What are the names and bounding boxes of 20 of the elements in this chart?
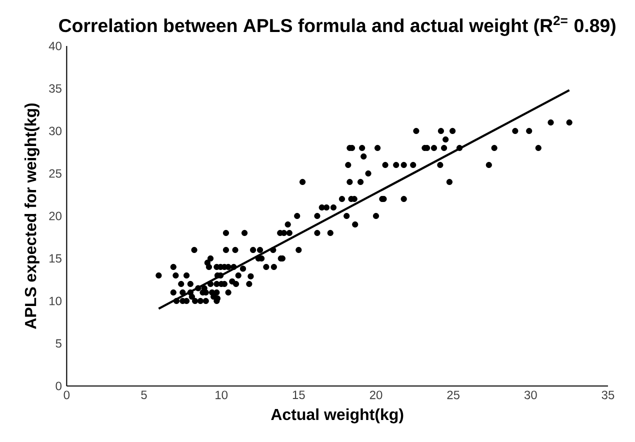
y-tick-label: 5 <box>56 339 62 348</box>
x-tick-label: 35 <box>602 390 614 400</box>
y-axis-title: APLS expected for weight(kg) <box>24 103 40 329</box>
y-tick-label: 0 <box>56 382 62 390</box>
x-tick-label: 30 <box>524 390 537 400</box>
y-tick-label: 15 <box>50 254 62 263</box>
x-tick-label: 15 <box>292 390 305 400</box>
x-tick-label: 10 <box>216 390 228 400</box>
y-tick-label: 10 <box>50 296 62 306</box>
x-tick-label: 20 <box>370 390 382 400</box>
y-tick-label: 20 <box>49 212 62 220</box>
y-tick-label: 30 <box>49 126 62 136</box>
x-tick-label: 5 <box>141 390 147 400</box>
y-tick-label: 25 <box>49 169 62 178</box>
x-tick-label: 25 <box>447 390 460 400</box>
chart-title: Correlation between APLS formula and actual weight (R$^{2=}$ 0.89) <box>59 16 616 36</box>
x-tick-label: 0 <box>64 390 70 400</box>
x-axis-title: Actual weight(kg) <box>271 408 404 424</box>
y-tick-label: 35 <box>49 84 62 93</box>
y-tick-label: 40 <box>48 42 62 50</box>
